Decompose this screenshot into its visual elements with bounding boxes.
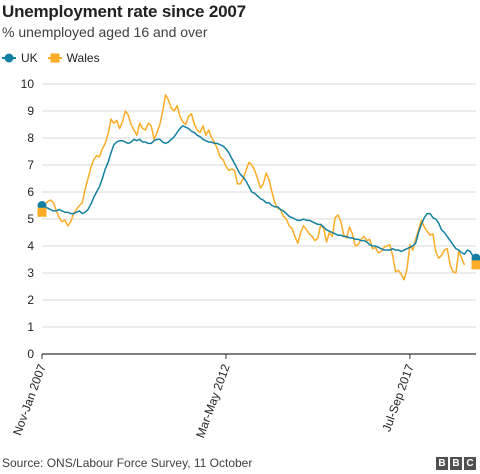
y-tick-label: 0 [27,347,34,361]
legend-label-wales: Wales [66,51,100,65]
chart-subtitle: % unemployed aged 16 and over [2,24,208,40]
y-tick-label: 7 [27,158,34,172]
x-axis-ticks: Nov-Jan 2007 Mar-May 2012 Jul-Sep 2017 [10,354,417,440]
y-tick-label: 8 [27,131,34,145]
chart-legend: UK Wales [2,50,110,66]
chart-title: Unemployment rate since 2007 [2,2,246,21]
y-tick-label: 5 [27,212,34,226]
legend-marker-uk-icon [2,53,16,63]
y-tick-label: 9 [27,104,34,118]
line-chart: 0 1 2 3 4 5 6 7 8 9 10 Nov-Jan 2007 Mar-May 2012 Jul… [10,77,480,440]
wales-start-marker [37,207,47,217]
legend-item-uk: UK [2,51,38,65]
logo-letter: C [464,457,476,470]
gridlines [42,83,476,355]
x-tick-label: Mar-May 2012 [193,362,233,440]
bbc-logo: B B C [436,457,476,470]
end-markers [37,201,480,270]
wales-end-marker [471,260,480,270]
uk-end-marker [471,253,480,263]
logo-letter: B [436,457,448,470]
legend-marker-wales-icon [47,53,62,63]
y-tick-label: 2 [27,293,34,307]
source-note: Source: ONS/Labour Force Survey, 11 Octo… [2,456,253,470]
y-axis-ticks: 0 1 2 3 4 5 6 7 8 9 10 [21,77,35,361]
series-lines [41,94,477,281]
y-tick-label: 3 [27,266,34,280]
series-line-uk [41,125,477,259]
logo-letter: B [450,457,462,470]
legend-item-wales: Wales [47,51,100,65]
x-tick-label: Nov-Jan 2007 [10,362,49,437]
legend-label-uk: UK [21,51,38,65]
series-line-wales [41,94,466,281]
y-tick-label: 4 [27,239,34,253]
y-tick-label: 1 [27,320,34,334]
x-tick-label: Jul-Sep 2017 [379,362,416,434]
y-tick-label: 10 [21,77,35,91]
y-tick-label: 6 [27,185,34,199]
